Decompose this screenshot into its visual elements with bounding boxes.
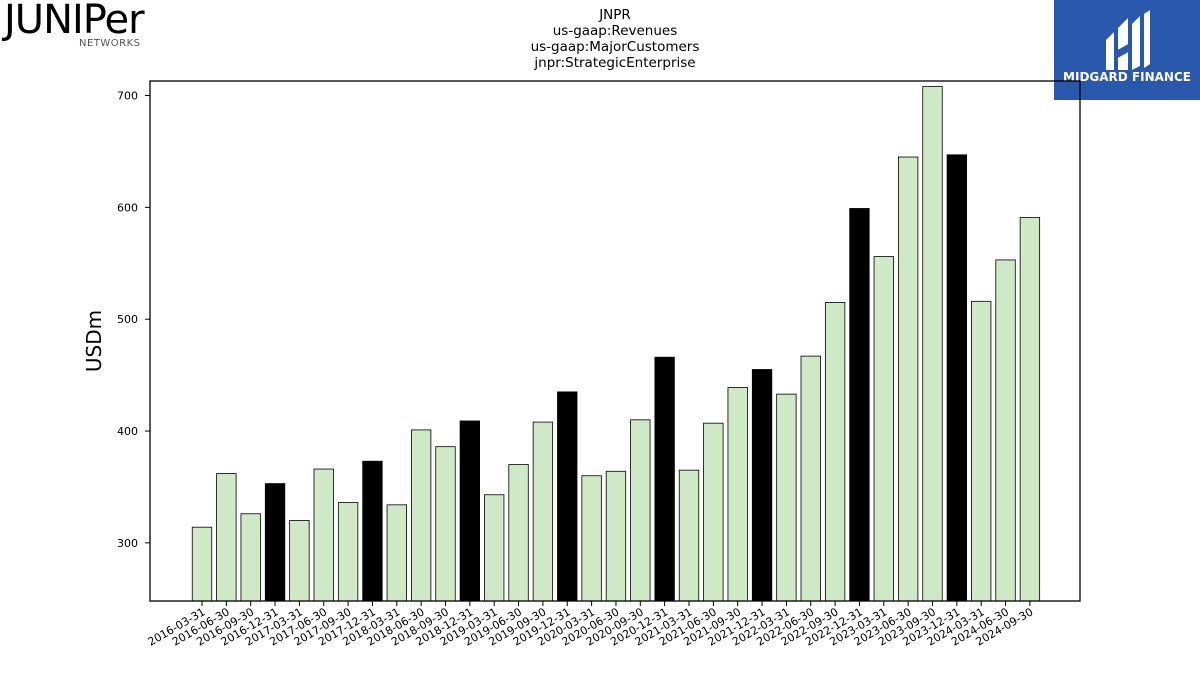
bar-2017-12-31 bbox=[362, 460, 383, 602]
bar-2016-06-30 bbox=[216, 473, 237, 602]
chart-title-line: us-gaap:MajorCustomers bbox=[530, 39, 700, 55]
bar-2016-12-31 bbox=[264, 483, 286, 602]
bar-2022-03-31 bbox=[776, 393, 797, 602]
bar-2024-09-30 bbox=[1019, 217, 1041, 602]
bar-2022-06-30 bbox=[800, 355, 821, 602]
bar-2017-09-30 bbox=[337, 502, 359, 602]
bar-2020-06-30 bbox=[605, 470, 627, 602]
y-tick-label: 600 bbox=[117, 201, 138, 214]
y-tick-label: 500 bbox=[117, 313, 138, 326]
midgard-emblem-icon bbox=[1106, 10, 1150, 70]
y-axis: 300 400 500 600 700 bbox=[117, 90, 150, 550]
bar-2023-12-31 bbox=[946, 154, 967, 602]
bar-2021-09-30 bbox=[727, 387, 748, 602]
bar-2017-06-30 bbox=[313, 468, 334, 602]
y-tick-label: 400 bbox=[117, 425, 138, 438]
bar-2017-03-31 bbox=[289, 520, 310, 602]
bar-2018-03-31 bbox=[386, 504, 407, 602]
bar-2018-09-30 bbox=[435, 446, 456, 602]
bar-2021-06-30 bbox=[703, 422, 724, 602]
bar-2022-12-31 bbox=[849, 208, 870, 602]
bars-group bbox=[191, 86, 1041, 602]
bar-2020-03-31 bbox=[581, 475, 602, 602]
bar-2018-06-30 bbox=[410, 429, 432, 602]
bar-2023-09-30 bbox=[922, 86, 943, 602]
y-tick-label: 300 bbox=[117, 537, 138, 550]
chart-title-line: jnpr:StrategicEnterprise bbox=[534, 55, 696, 71]
midgard-finance-logo: MIDGARD FINANCE bbox=[1054, 0, 1200, 100]
bar-2022-09-30 bbox=[824, 302, 846, 602]
bar-2019-09-30 bbox=[532, 421, 554, 602]
bar-2018-12-31 bbox=[459, 420, 481, 602]
bar-2023-06-30 bbox=[898, 156, 919, 602]
bar-2024-06-30 bbox=[995, 259, 1016, 602]
chart-title-line: JNPR bbox=[599, 7, 631, 23]
bar-2024-03-31 bbox=[971, 300, 992, 602]
y-tick-label: 700 bbox=[117, 90, 138, 103]
bar-2020-12-31 bbox=[654, 356, 675, 602]
bar-2019-06-30 bbox=[508, 464, 529, 602]
chart-title: JNPR us-gaap:Revenues us-gaap:MajorCusto… bbox=[365, 7, 865, 71]
juniper-logo-wordmark: JUNIPer bbox=[4, 0, 145, 43]
chart-title-line: us-gaap:Revenues bbox=[552, 23, 678, 39]
bar-2020-09-30 bbox=[630, 419, 651, 602]
plot-frame bbox=[149, 80, 1081, 602]
bar-2023-03-31 bbox=[873, 256, 894, 602]
bar-2019-12-31 bbox=[557, 391, 578, 602]
bar-2021-12-31 bbox=[751, 369, 773, 602]
bar-2016-09-30 bbox=[240, 513, 261, 602]
y-axis-label: USDm bbox=[82, 310, 106, 372]
x-axis: 2016-03-312016-06-302016-09-302016-12-31… bbox=[146, 601, 1035, 649]
juniper-logo-subtitle: NETWORKS bbox=[79, 38, 141, 49]
juniper-logo: JUNIPer NETWORKS bbox=[4, 0, 164, 52]
midgard-brand-text: MIDGARD FINANCE bbox=[1063, 70, 1191, 84]
bar-2021-03-31 bbox=[678, 469, 700, 602]
bar-2016-03-31 bbox=[191, 526, 213, 602]
bar-2019-03-31 bbox=[484, 494, 505, 602]
